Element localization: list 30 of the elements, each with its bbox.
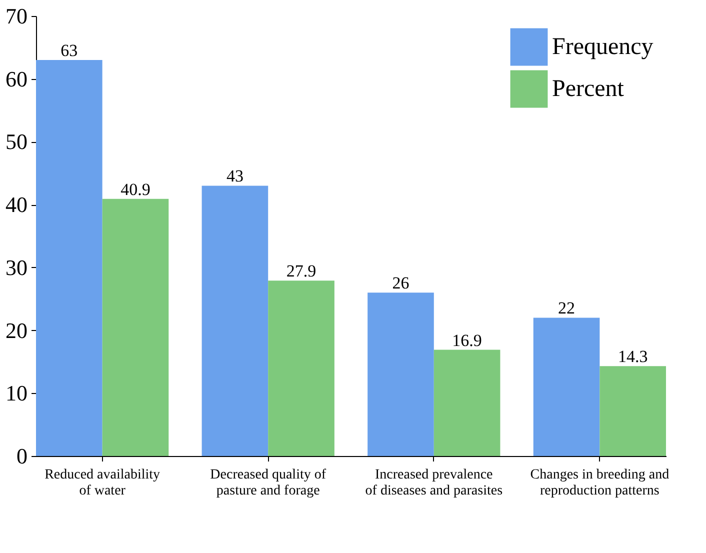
y-tick-label: 10 [6, 380, 28, 406]
legend-label: Percent [552, 76, 624, 102]
bar [368, 292, 434, 456]
bar [600, 366, 666, 456]
data-label: 63 [60, 41, 78, 60]
x-tick-label: Decreased quality of pasture and forage [210, 468, 326, 498]
data-label: 27.9 [286, 262, 316, 281]
bar [434, 350, 500, 456]
y-tick-label: 20 [6, 318, 28, 343]
data-label: 43 [226, 166, 244, 186]
y-tick-label: 50 [6, 129, 28, 154]
data-label: 16.9 [452, 330, 482, 350]
x-tick-label: Increased prevalence of diseases and parasites [365, 468, 503, 498]
bar [202, 186, 268, 456]
bar [533, 318, 600, 456]
legend-label: Frequency [552, 34, 654, 60]
bar [36, 60, 102, 456]
y-tick-label: 70 [6, 4, 28, 28]
bar [268, 280, 334, 456]
x-tick-label: Changes in breeding and reproduction patterns [530, 468, 670, 498]
y-tick-label: 40 [6, 192, 28, 218]
y-tick-label: 30 [6, 254, 28, 280]
data-label: 14.3 [618, 347, 648, 366]
data-label: 22 [558, 298, 576, 318]
data-label: 26 [392, 274, 410, 293]
y-tick-label: 0 [16, 444, 28, 468]
x-tick-label: Reduced availability of water [44, 468, 160, 498]
y-tick-label: 60 [6, 66, 28, 92]
data-label: 40.9 [120, 180, 150, 199]
bar [102, 198, 169, 456]
